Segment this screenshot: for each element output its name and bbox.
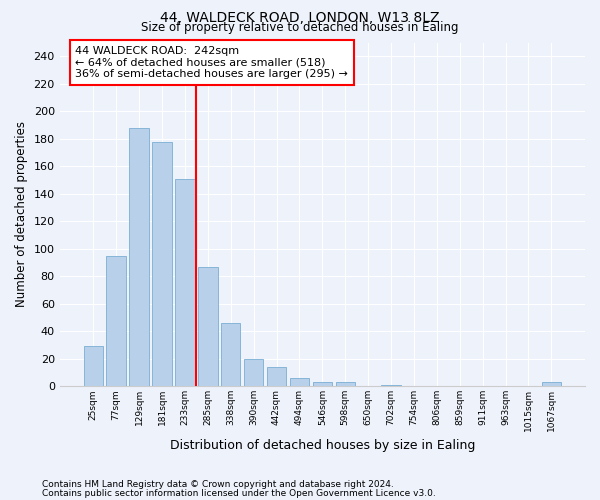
Text: 44 WALDECK ROAD:  242sqm
← 64% of detached houses are smaller (518)
36% of semi-: 44 WALDECK ROAD: 242sqm ← 64% of detache…: [76, 46, 349, 79]
Bar: [335, 382, 355, 386]
Bar: [244, 359, 263, 386]
Bar: [382, 385, 401, 386]
Text: Contains HM Land Registry data © Crown copyright and database right 2024.: Contains HM Land Registry data © Crown c…: [42, 480, 394, 489]
Bar: [221, 323, 241, 386]
Y-axis label: Number of detached properties: Number of detached properties: [15, 122, 28, 308]
Bar: [198, 266, 218, 386]
Text: 44, WALDECK ROAD, LONDON, W13 8LZ: 44, WALDECK ROAD, LONDON, W13 8LZ: [160, 11, 440, 25]
Bar: [542, 382, 561, 386]
X-axis label: Distribution of detached houses by size in Ealing: Distribution of detached houses by size …: [170, 440, 475, 452]
Bar: [130, 128, 149, 386]
Text: Contains public sector information licensed under the Open Government Licence v3: Contains public sector information licen…: [42, 488, 436, 498]
Bar: [106, 256, 126, 386]
Bar: [83, 346, 103, 387]
Bar: [290, 378, 309, 386]
Bar: [313, 382, 332, 386]
Bar: [267, 367, 286, 386]
Bar: [152, 142, 172, 386]
Text: Size of property relative to detached houses in Ealing: Size of property relative to detached ho…: [141, 22, 459, 35]
Bar: [175, 178, 194, 386]
